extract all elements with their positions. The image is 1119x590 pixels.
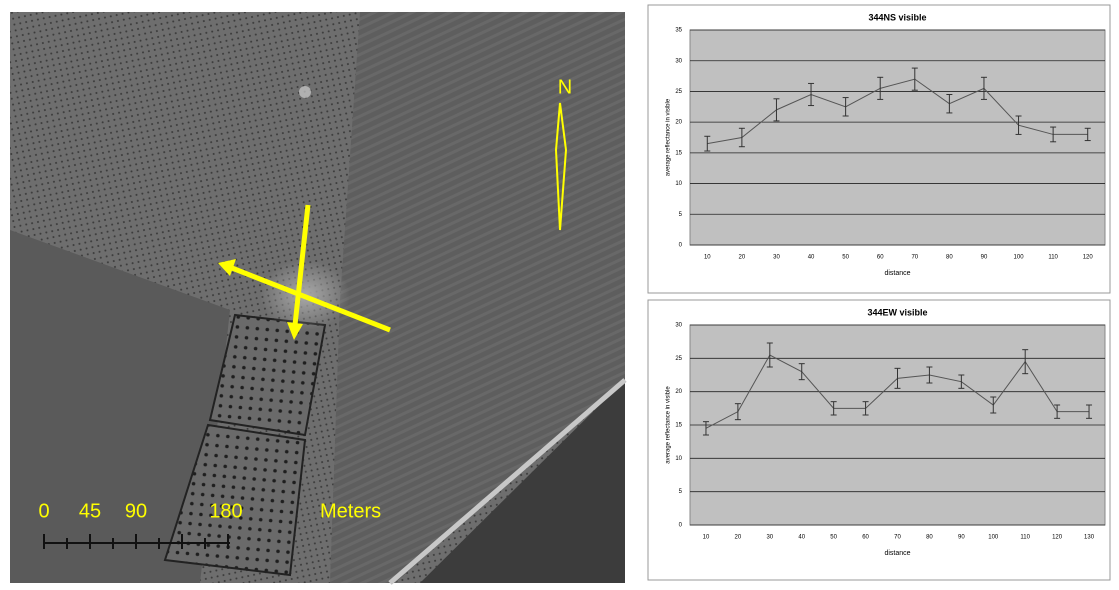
scale-unit: Meters	[320, 500, 381, 522]
data-line	[707, 78, 1088, 145]
north-label: N	[558, 76, 572, 98]
x-tick-label: 80	[946, 255, 953, 261]
error-bar	[926, 366, 933, 384]
x-axis-label: distance	[884, 270, 910, 277]
y-tick-label: 0	[679, 243, 683, 249]
x-tick-label: 70	[894, 535, 901, 541]
plot-area	[689, 29, 1106, 246]
x-tick-label: 60	[862, 535, 869, 541]
error-bar	[1084, 127, 1091, 142]
x-tick-label: 130	[1084, 535, 1095, 541]
y-tick-label: 25	[675, 356, 682, 362]
error-bar	[808, 82, 815, 107]
error-bar	[830, 401, 837, 416]
error-bar	[894, 367, 901, 389]
error-bar	[738, 127, 745, 148]
y-tick-label: 20	[675, 389, 682, 395]
y-tick-label: 5	[679, 212, 683, 218]
error-bar	[798, 363, 805, 381]
error-bar	[1086, 404, 1093, 419]
satellite-image	[10, 12, 627, 585]
error-bar	[1054, 404, 1061, 419]
x-tick-label: 110	[1020, 535, 1030, 541]
x-tick-label: 80	[926, 535, 933, 541]
transect-arrows	[218, 102, 568, 340]
error-bar	[990, 396, 997, 414]
error-bar	[911, 67, 918, 91]
x-tick-label: 20	[739, 255, 746, 261]
scale-label: 180	[209, 500, 242, 522]
scale-label: 45	[79, 500, 101, 522]
error-bar	[877, 76, 884, 100]
x-tick-label: 10	[704, 255, 711, 261]
x-tick-label: 110	[1048, 255, 1058, 261]
x-tick-label: 120	[1052, 535, 1063, 541]
error-bar	[842, 97, 849, 117]
x-tick-label: 90	[958, 535, 965, 541]
error-bar	[1050, 126, 1057, 143]
x-tick-label: 50	[830, 535, 837, 541]
x-tick-label: 120	[1083, 255, 1094, 261]
error-bar	[766, 342, 773, 368]
y-tick-label: 25	[675, 89, 682, 95]
x-tick-label: 90	[981, 255, 988, 261]
x-tick-label: 20	[735, 535, 742, 541]
y-axis-label: average reflectance in visible	[666, 98, 672, 176]
error-bar	[1015, 115, 1022, 135]
y-tick-label: 35	[675, 28, 682, 34]
chart-title: 344EW visible	[867, 307, 927, 317]
x-tick-label: 10	[703, 535, 710, 541]
error-bar	[773, 98, 780, 122]
x-tick-label: 60	[877, 255, 884, 261]
error-bar	[946, 94, 953, 114]
y-axis-label: average reflectance in visible	[666, 386, 672, 464]
y-tick-label: 20	[675, 120, 682, 126]
y-tick-label: 0	[679, 523, 683, 529]
scale-label: 90	[125, 500, 147, 522]
scale-bar	[43, 534, 230, 549]
x-tick-label: 70	[911, 255, 918, 261]
y-tick-label: 10	[675, 456, 682, 462]
error-bar	[734, 403, 741, 421]
x-tick-label: 40	[808, 255, 815, 261]
y-tick-label: 15	[675, 150, 682, 156]
error-bar	[702, 421, 709, 436]
error-bar	[704, 135, 711, 152]
y-tick-label: 15	[675, 423, 682, 429]
x-tick-label: 40	[798, 535, 805, 541]
x-tick-label: 100	[1014, 255, 1025, 261]
x-tick-label: 30	[766, 535, 773, 541]
y-tick-label: 30	[675, 58, 682, 64]
chart-title: 344NS visible	[868, 12, 926, 22]
error-bar	[958, 374, 965, 389]
x-axis-label: distance	[884, 550, 910, 557]
scale-label: 0	[38, 500, 49, 522]
error-bar	[862, 401, 869, 416]
x-tick-label: 50	[842, 255, 849, 261]
error-bar	[980, 76, 987, 100]
x-tick-label: 30	[773, 255, 780, 261]
y-tick-label: 10	[675, 181, 682, 187]
y-tick-label: 30	[675, 323, 682, 329]
x-tick-label: 100	[988, 535, 999, 541]
error-bar	[1022, 349, 1029, 375]
y-tick-label: 5	[679, 489, 683, 495]
